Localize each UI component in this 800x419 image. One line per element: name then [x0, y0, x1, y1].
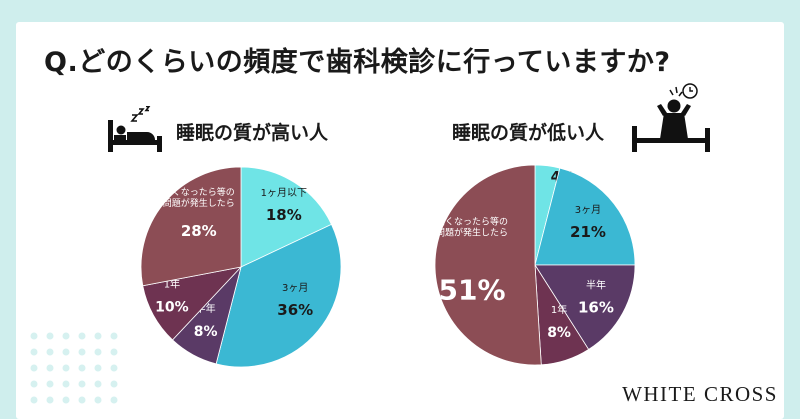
slice-value-label: 21%: [570, 223, 606, 241]
slice-label: 問題が発生したら: [436, 227, 508, 239]
slice-value-label: 10%: [155, 300, 189, 316]
question-title: Q.どのくらいの頻度で歯科検診に行っていますか?: [44, 47, 671, 78]
pie-slice: [534, 264, 636, 350]
slice-value-label: 16%: [578, 298, 614, 316]
slice-label: 1ヶ月以下: [261, 187, 307, 199]
slice-label: 半年: [586, 278, 606, 291]
slice-label: 痛くなったら等の: [163, 186, 235, 198]
chart-title-poor-sleep: 睡眠の質が低い人: [452, 122, 605, 144]
slice-value-label: 8%: [547, 325, 571, 341]
dot-pattern-bottom-left: [30, 332, 118, 404]
pie-slice: [215, 223, 342, 368]
brand-logo-text: WHITE CROSS: [622, 382, 778, 406]
main-card: [16, 22, 784, 419]
pie-chart-poor-sleep: 1ヶ月以下4%3ヶ月21%半年16%1年8%痛くなったら等の問題が発生したら51…: [434, 164, 636, 366]
slice-value-label: 51%: [439, 274, 506, 307]
slice-value-label: 8%: [194, 324, 218, 340]
slice-value-label: 36%: [277, 301, 313, 319]
sleeping-person-icon: [108, 106, 162, 152]
pie-slice: [534, 167, 636, 266]
chart-title-good-sleep: 睡眠の質が高い人: [176, 122, 329, 144]
slice-label: 1年: [551, 303, 567, 316]
slice-label: 痛くなったら等の: [436, 216, 508, 228]
pie-chart-good-sleep: 1ヶ月以下18%3ヶ月36%半年8%1年10%痛くなったら等の問題が発生したら2…: [140, 166, 342, 368]
slice-value-label: 28%: [181, 222, 217, 240]
slice-label: 3ヶ月: [282, 282, 308, 294]
sleepless-person-icon: [632, 83, 710, 152]
pie-slice: [140, 166, 242, 287]
slice-label: 問題が発生したら: [163, 197, 235, 209]
slice-label: 3ヶ月: [575, 204, 601, 216]
pie-slice: [240, 166, 333, 268]
pie-slice: [434, 164, 542, 366]
slice-value-label: 18%: [266, 206, 302, 224]
